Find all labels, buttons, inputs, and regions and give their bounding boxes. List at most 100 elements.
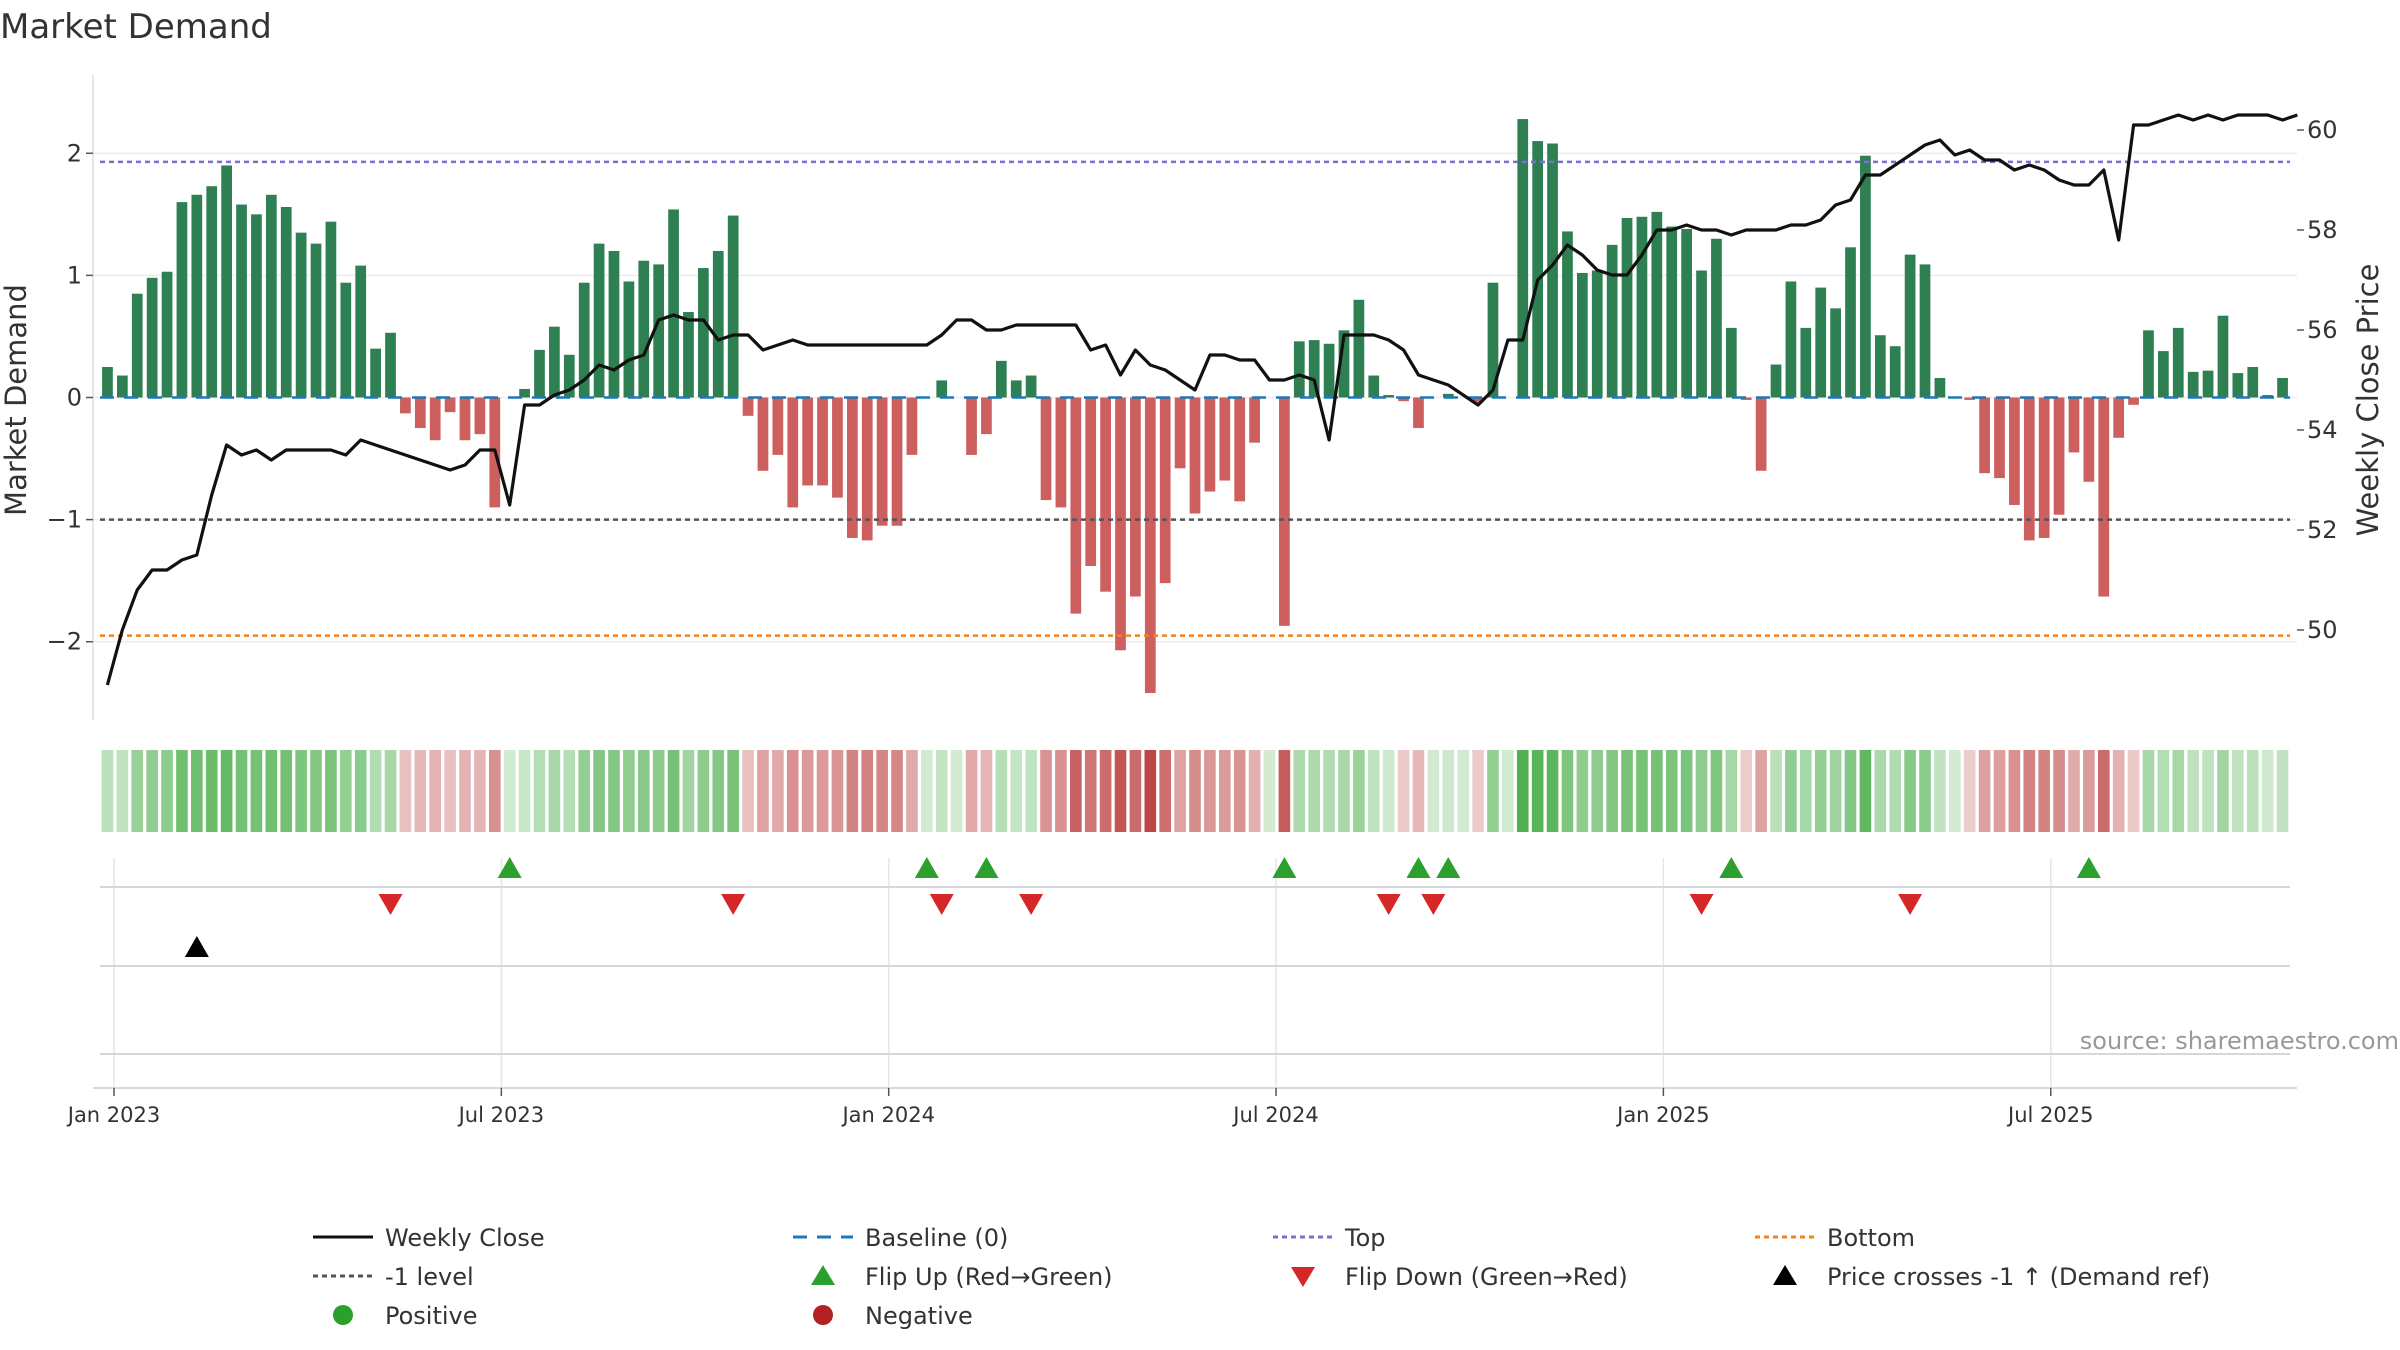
- heat-cell-positive: [265, 750, 278, 832]
- positive-bar: [2277, 377, 2288, 398]
- heat-cell-positive: [1665, 750, 1678, 832]
- x-tick-label: Jul 2023: [457, 1103, 544, 1127]
- heat-cell-positive: [1948, 750, 1961, 832]
- legend-label: Weekly Close: [385, 1224, 545, 1252]
- heat-cell-positive: [1457, 750, 1469, 832]
- heat-cell-negative: [846, 750, 859, 832]
- positive-bar: [1666, 226, 1678, 398]
- heat-cell-negative: [1233, 750, 1246, 832]
- negative-bar: [1219, 397, 1231, 481]
- heat-cell-positive: [563, 750, 576, 832]
- heat-cell-positive: [205, 750, 218, 832]
- positive-bar: [1696, 270, 1707, 398]
- negative-bar: [1755, 397, 1767, 471]
- heat-cell-negative: [1993, 750, 2006, 832]
- heat-cell-positive: [191, 750, 203, 832]
- heat-cell-positive: [295, 750, 307, 832]
- flip-up-marker: [1719, 857, 1744, 878]
- heat-cell-positive: [578, 750, 590, 832]
- heat-cell-positive: [354, 750, 367, 832]
- y-tick-label-left: 0: [67, 384, 82, 412]
- positive-bar: [1308, 340, 1320, 398]
- heat-cell-negative: [816, 750, 829, 832]
- heat-cell-negative: [2023, 750, 2036, 832]
- flip-up-marker: [1436, 857, 1461, 878]
- positive-bar: [2202, 370, 2214, 398]
- positive-bar: [1860, 155, 1871, 398]
- positive-bar: [683, 312, 694, 398]
- heat-cell-positive: [921, 750, 933, 832]
- negative-bar: [787, 397, 799, 508]
- heat-cell-positive: [727, 750, 739, 832]
- heat-cell-negative: [2083, 750, 2095, 832]
- positive-bar: [1651, 211, 1663, 398]
- positive-bar: [236, 204, 247, 398]
- heat-cell-negative: [1397, 750, 1410, 832]
- negative-bar: [981, 397, 992, 435]
- positive-bar: [995, 360, 1007, 398]
- heat-cell-positive: [1889, 750, 1902, 832]
- heat-cell-negative: [757, 750, 769, 832]
- positive-bar: [1010, 380, 1022, 398]
- y-tick-label-right: 50: [2307, 616, 2338, 644]
- heat-cell-negative: [459, 750, 471, 832]
- heat-cell-positive: [593, 750, 605, 832]
- heat-cell-positive: [1010, 750, 1023, 832]
- heat-cell-negative: [488, 750, 501, 832]
- positive-bar: [265, 194, 277, 398]
- heat-cell-negative: [1218, 750, 1231, 832]
- heat-cell-negative: [1099, 750, 1112, 832]
- heat-cell-positive: [608, 750, 620, 832]
- flip-down-marker: [1421, 894, 1446, 915]
- heat-cell-positive: [1651, 750, 1663, 832]
- heat-cell-negative: [1204, 750, 1216, 832]
- heat-cell-positive: [1382, 750, 1395, 832]
- negative-bar: [1085, 397, 1097, 567]
- heat-cell-positive: [1904, 750, 1916, 832]
- heat-cell-positive: [1427, 750, 1440, 832]
- positive-bar: [325, 221, 337, 398]
- negative-bar: [459, 397, 471, 441]
- heat-cell-positive: [712, 750, 725, 832]
- heat-cell-negative: [2097, 750, 2110, 832]
- heat-cell-positive: [1800, 750, 1812, 832]
- heat-cell-positive: [1859, 750, 1872, 832]
- negative-bar: [1964, 397, 1976, 400]
- heat-cell-positive: [1308, 750, 1320, 832]
- positive-bar: [1576, 272, 1588, 398]
- positive-bar: [1368, 375, 1380, 398]
- positive-bar: [1532, 141, 1544, 398]
- heat-cell-positive: [1293, 750, 1306, 832]
- legend-label: Bottom: [1827, 1224, 1915, 1252]
- heat-cell-negative: [772, 750, 784, 832]
- heat-cell-positive: [1874, 750, 1887, 832]
- positive-bar: [1338, 330, 1350, 398]
- negative-bar: [817, 397, 828, 486]
- flip-up-marker: [1272, 857, 1297, 878]
- heat-cell-negative: [1040, 750, 1052, 832]
- negative-bar: [474, 397, 486, 435]
- heat-cell-negative: [906, 750, 918, 832]
- x-tick-label: Jul 2025: [2006, 1103, 2093, 1127]
- positive-bar: [295, 232, 307, 398]
- positive-bar: [534, 349, 545, 398]
- heat-cell-positive: [548, 750, 561, 832]
- legend-label: Top: [1344, 1224, 1386, 1252]
- positive-bar: [161, 271, 173, 398]
- y-tick-label-left: 1: [67, 261, 82, 289]
- heat-cell-negative: [1755, 750, 1767, 832]
- heat-cell-positive: [2232, 750, 2244, 832]
- negative-bar: [1979, 397, 1990, 474]
- heat-cell-positive: [384, 750, 397, 832]
- heat-cell-positive: [146, 750, 158, 832]
- y-tick-label-left: −2: [47, 628, 82, 656]
- negative-bar: [1130, 397, 1141, 597]
- heat-cell-negative: [2053, 750, 2065, 832]
- heat-cell-negative: [1248, 750, 1261, 832]
- flip-up-marker: [914, 857, 939, 878]
- positive-bar: [176, 202, 188, 398]
- heat-cell-positive: [1606, 750, 1618, 832]
- positive-bar: [1323, 343, 1335, 398]
- heat-cell-positive: [1621, 750, 1633, 832]
- flip-down-marker: [1376, 894, 1401, 915]
